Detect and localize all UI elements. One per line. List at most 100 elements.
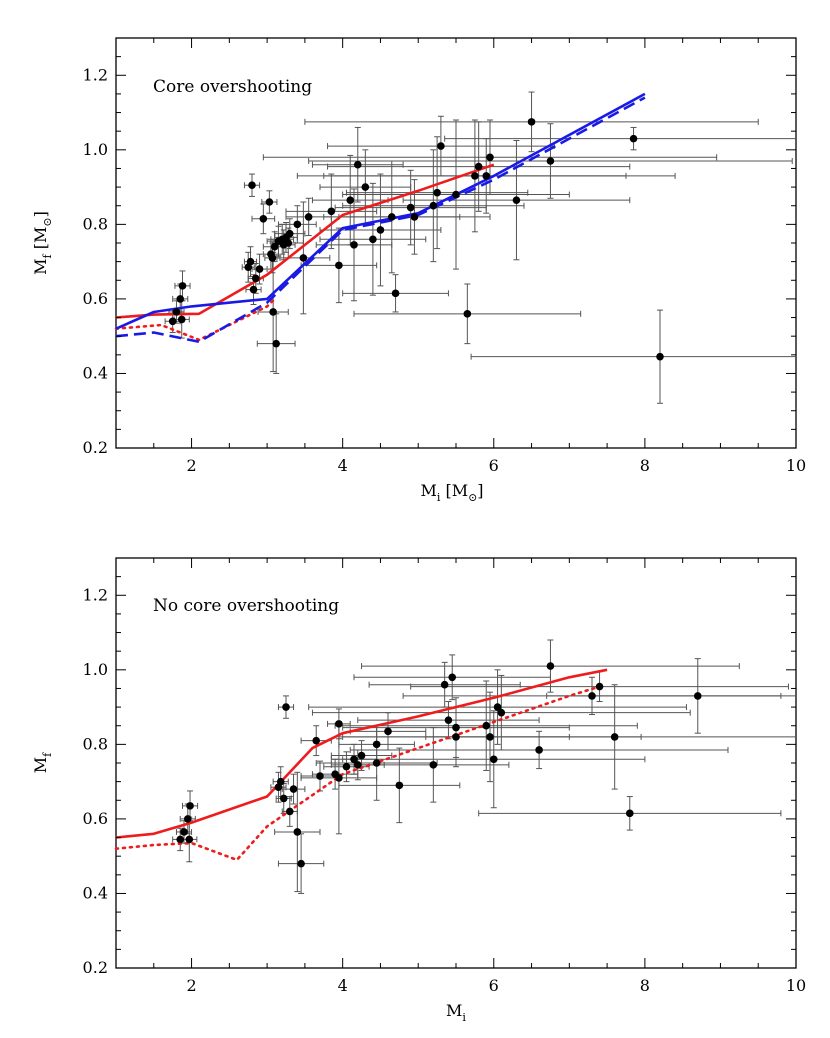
y-axis-label: Mf [M⊙] xyxy=(31,211,54,275)
x-tick-label: 6 xyxy=(489,456,499,475)
data-point xyxy=(168,317,177,326)
data-point xyxy=(474,162,483,171)
data-point xyxy=(429,761,438,769)
data-point xyxy=(486,153,494,162)
data-point xyxy=(186,802,194,810)
y-tick-label: 0.6 xyxy=(83,809,108,828)
y-tick-label: 1.2 xyxy=(83,585,108,604)
data-point xyxy=(265,198,274,206)
data-point xyxy=(178,282,187,290)
data-point xyxy=(297,859,305,868)
y-label-unit-sub: ⊙ xyxy=(41,217,54,226)
data-points xyxy=(168,118,664,361)
data-point xyxy=(293,828,302,836)
data-point xyxy=(588,692,596,700)
model-curve-solid xyxy=(115,668,608,839)
model-curve-dotted xyxy=(114,685,601,862)
x-axis-label: Mi [M⊙] xyxy=(420,481,483,504)
data-point xyxy=(246,257,255,266)
x-tick-label: 2 xyxy=(186,976,196,995)
x-tick-label: 8 xyxy=(640,456,650,475)
data-point xyxy=(183,815,192,823)
data-point xyxy=(284,239,293,247)
x-tick-label: 10 xyxy=(786,976,806,995)
data-point xyxy=(440,680,449,689)
data-point xyxy=(353,761,362,769)
data-point xyxy=(497,708,506,717)
model-curves xyxy=(114,668,608,862)
y-label-unit: [M xyxy=(31,227,50,250)
y-axis-label: Mf xyxy=(31,752,54,773)
data-point xyxy=(299,254,308,262)
data-point xyxy=(489,755,498,764)
ticks: 2 4 6 8 10 0.2 0.4 0.6 0.8 1.0 1.2 xyxy=(83,557,806,995)
data-point xyxy=(384,727,392,736)
ticks: 2 4 6 8 10 0.2 0.4 0.6 0.8 1.0 1.2 xyxy=(83,37,806,475)
data-point xyxy=(176,295,185,303)
x-tick-label: 8 xyxy=(640,976,650,995)
data-point xyxy=(335,720,343,728)
data-point xyxy=(610,733,619,741)
data-point xyxy=(269,308,277,316)
error-bars xyxy=(172,639,796,894)
data-point xyxy=(429,201,438,210)
data-point xyxy=(656,352,664,361)
y-tick-label: 1.0 xyxy=(83,140,108,159)
x-label-unit: [M xyxy=(445,481,468,500)
model-curve-dotted xyxy=(114,297,277,342)
y-tick-label: 0.2 xyxy=(83,958,108,977)
model-curve-solid xyxy=(115,163,495,319)
data-point xyxy=(410,213,419,221)
data-point xyxy=(629,134,638,143)
data-point xyxy=(285,229,294,238)
data-point xyxy=(463,310,472,318)
panel-no-core-overshooting: 2 4 6 8 10 0.2 0.4 0.6 0.8 1.0 1.2 No core oversho… xyxy=(31,557,806,1024)
panel-core-overshooting: 2 4 6 8 10 0.2 0.4 0.6 0.8 1.0 1.2 Core overshooti… xyxy=(31,37,806,504)
model-curve-dashed xyxy=(115,96,646,344)
y-tick-label: 0.8 xyxy=(83,214,108,233)
data-points xyxy=(176,662,702,868)
data-point xyxy=(312,736,321,745)
data-point xyxy=(276,777,285,786)
data-point xyxy=(493,703,502,711)
data-point xyxy=(535,746,543,754)
data-point xyxy=(251,274,260,283)
x-label-sub: i xyxy=(462,1011,466,1024)
data-point xyxy=(546,662,555,670)
y-tick-label: 0.6 xyxy=(83,289,108,308)
data-point xyxy=(335,261,343,270)
x-tick-label: 6 xyxy=(489,976,499,995)
data-point xyxy=(406,203,415,212)
model-curves xyxy=(114,92,646,344)
data-point xyxy=(625,809,634,818)
data-point xyxy=(693,692,702,700)
y-tick-label: 0.4 xyxy=(83,363,108,382)
data-point xyxy=(437,142,445,150)
data-point xyxy=(249,285,258,294)
y-tick-label: 0.4 xyxy=(83,883,108,902)
data-point xyxy=(482,172,491,180)
data-point xyxy=(482,721,491,730)
data-point xyxy=(387,213,396,221)
x-label-unit-sub: ⊙ xyxy=(468,491,477,504)
data-point xyxy=(272,339,280,348)
data-point xyxy=(180,828,188,836)
data-point xyxy=(444,716,453,724)
data-point xyxy=(248,181,256,190)
x-label-main: M xyxy=(446,1001,462,1020)
data-point xyxy=(512,196,521,204)
data-point xyxy=(391,289,400,298)
data-point xyxy=(270,242,279,251)
data-point xyxy=(527,118,536,126)
data-point xyxy=(327,207,336,216)
data-point xyxy=(369,235,377,244)
data-point xyxy=(259,214,268,223)
x-label-close: ] xyxy=(477,481,483,500)
data-point xyxy=(342,762,351,771)
data-point xyxy=(255,265,264,273)
data-point xyxy=(448,673,457,682)
data-point xyxy=(433,188,441,197)
y-label-sub: f xyxy=(41,253,54,258)
y-tick-label: 1.0 xyxy=(83,660,108,679)
